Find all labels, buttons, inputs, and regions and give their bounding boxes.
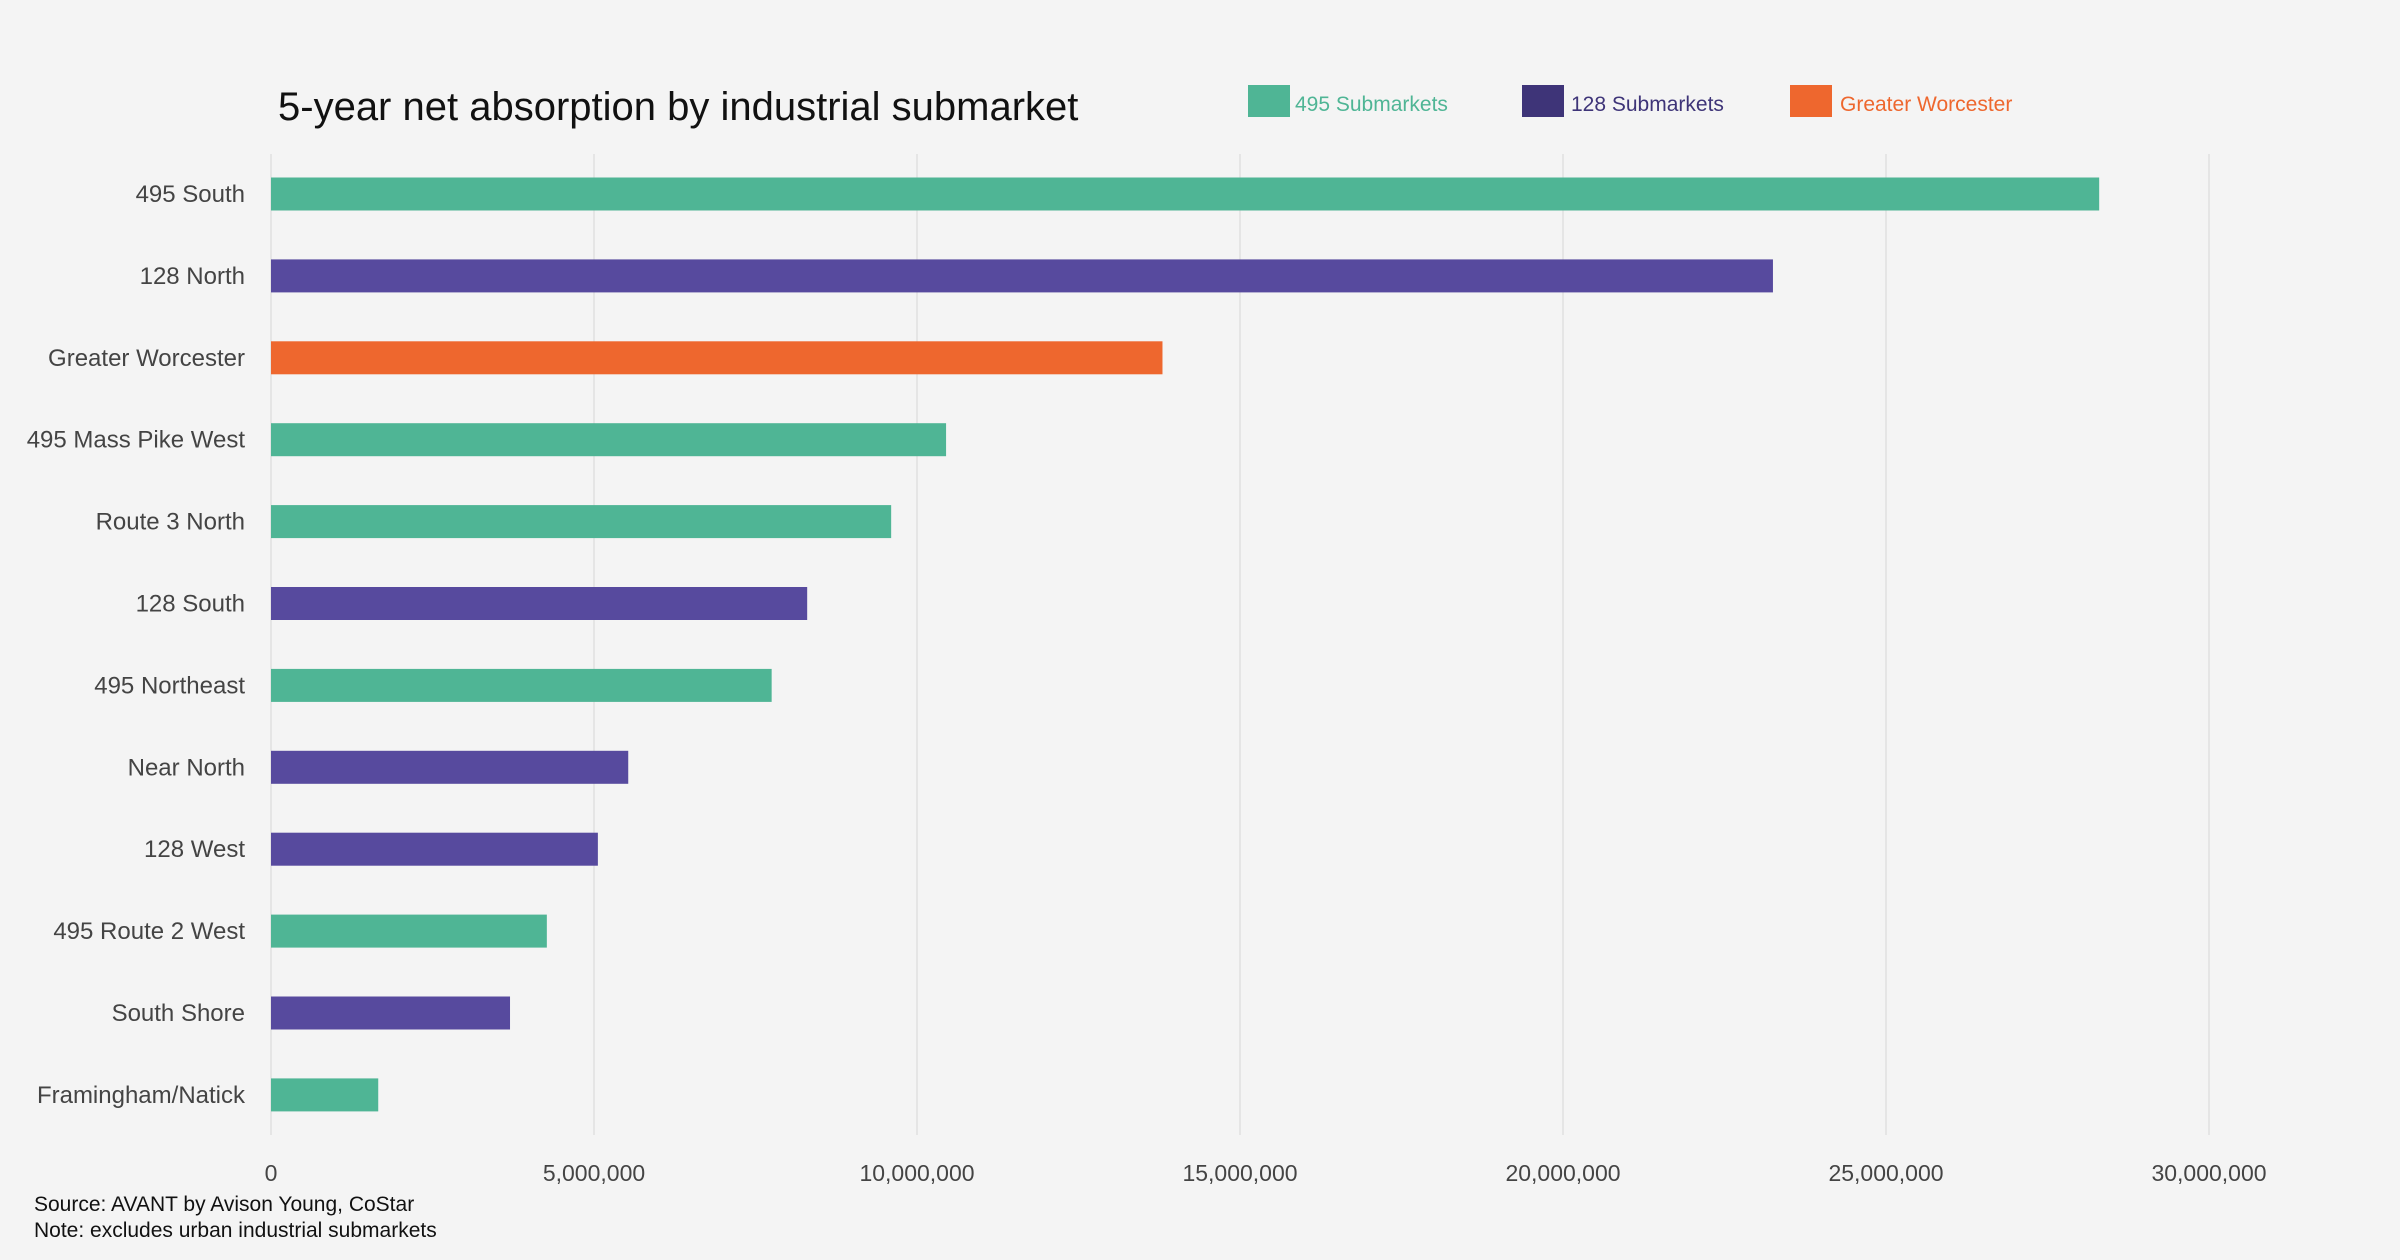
- x-axis-tick-labels: 0 5,000,000 10,000,000 15,000,000 20,000,000…: [265, 1160, 2267, 1186]
- x-tick-label-0: 0: [265, 1160, 278, 1186]
- legend-swatch-greater-worcester: [1790, 85, 1832, 117]
- x-tick-label-2: 10,000,000: [859, 1160, 974, 1186]
- bar-greater-worcester: [271, 341, 1163, 375]
- x-tick-label-5: 25,000,000: [1828, 1160, 1943, 1186]
- source-note: Source: AVANT by Avison Young, CoStar: [34, 1193, 414, 1216]
- category-label-route-3-north: Route 3 North: [96, 509, 245, 536]
- bar-128-north: [271, 259, 1773, 293]
- legend-swatch-128-submarkets: [1522, 85, 1564, 117]
- bar-128-west: [271, 832, 598, 866]
- chart-title: 5-year net absorption by industrial subm…: [278, 85, 1078, 129]
- bar-495-northeast: [271, 668, 772, 702]
- exclusion-note: Note: excludes urban industrial submarke…: [34, 1219, 437, 1242]
- category-label-495-mass-pike-west: 495 Mass Pike West: [27, 427, 246, 454]
- bars: [271, 177, 2100, 1112]
- category-label-495-south: 495 South: [136, 181, 245, 208]
- legend-label-greater-worcester: Greater Worcester: [1840, 93, 2012, 116]
- category-label-128-west: 128 West: [144, 836, 245, 863]
- category-label-128-north: 128 North: [140, 263, 245, 290]
- x-tick-label-6: 30,000,000: [2151, 1160, 2266, 1186]
- legend: 495 Submarkets 128 Submarkets Greater Wo…: [1248, 85, 2012, 117]
- category-label-near-north: Near North: [128, 754, 245, 781]
- x-tick-label-1: 5,000,000: [543, 1160, 645, 1186]
- category-label-495-route-2-west: 495 Route 2 West: [53, 918, 245, 945]
- bar-south-shore: [271, 996, 511, 1030]
- bar-near-north: [271, 750, 629, 784]
- bar-495-route-2-west: [271, 914, 547, 948]
- x-tick-label-3: 15,000,000: [1182, 1160, 1297, 1186]
- bar-framingham-natick: [271, 1078, 379, 1112]
- category-label-495-northeast: 495 Northeast: [94, 672, 245, 699]
- category-labels: 495 South 128 North Greater Worcester 495 M…: [27, 181, 246, 1109]
- category-label-south-shore: South Shore: [112, 1000, 245, 1027]
- grid-lines: [270, 154, 2210, 1135]
- bar-495-mass-pike-west: [271, 423, 947, 457]
- category-label-greater-worcester: Greater Worcester: [48, 345, 245, 372]
- category-label-128-south: 128 South: [136, 591, 245, 618]
- x-tick-label-4: 20,000,000: [1505, 1160, 1620, 1186]
- bar-495-south: [271, 177, 2100, 211]
- category-label-framingham-natick: Framingham/Natick: [37, 1082, 246, 1109]
- bar-128-south: [271, 587, 808, 620]
- legend-label-128-submarkets: 128 Submarkets: [1571, 93, 1724, 116]
- legend-label-495-submarkets: 495 Submarkets: [1295, 93, 1448, 116]
- legend-swatch-495-submarkets: [1248, 85, 1290, 117]
- bar-route-3-north: [271, 505, 892, 539]
